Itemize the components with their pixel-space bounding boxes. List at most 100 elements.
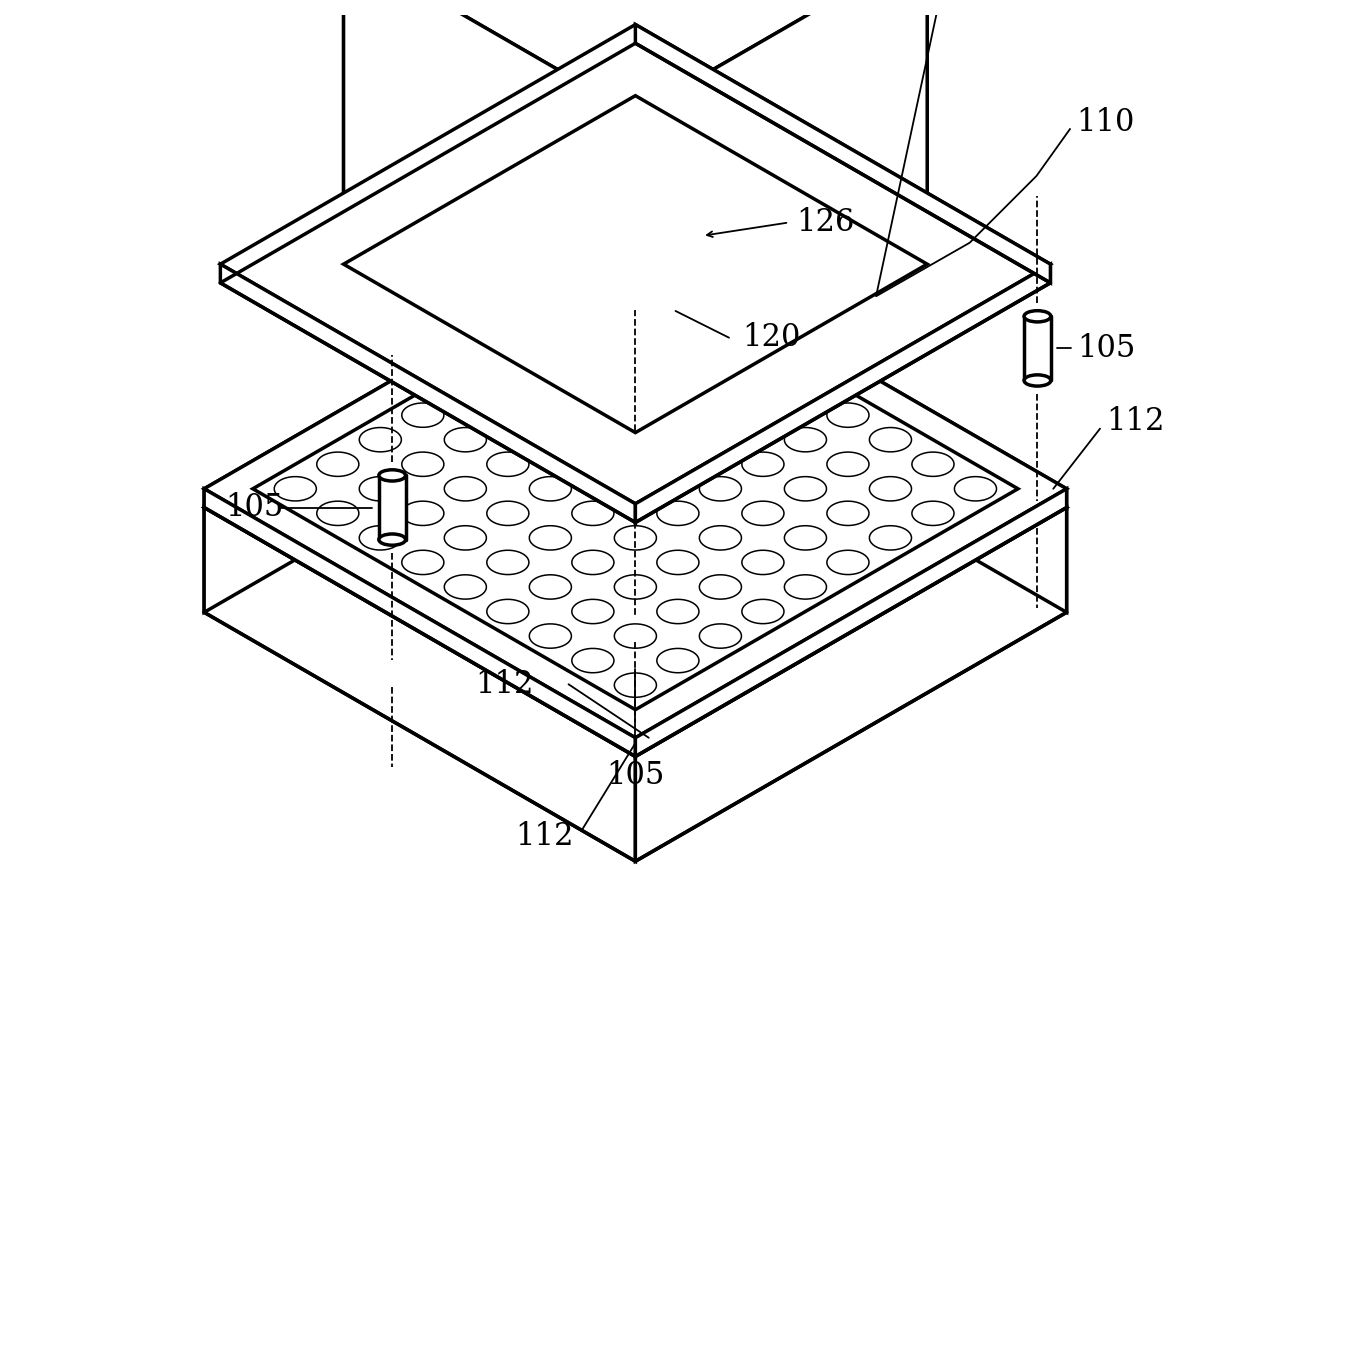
Polygon shape xyxy=(530,624,571,648)
Polygon shape xyxy=(615,624,657,648)
Polygon shape xyxy=(827,404,869,427)
Polygon shape xyxy=(343,0,635,264)
Polygon shape xyxy=(827,451,869,476)
Text: 112: 112 xyxy=(476,669,534,700)
Polygon shape xyxy=(912,501,954,525)
Polygon shape xyxy=(220,25,1051,503)
Polygon shape xyxy=(343,0,635,432)
Polygon shape xyxy=(785,575,827,599)
Text: 126: 126 xyxy=(796,207,854,238)
Polygon shape xyxy=(204,239,1067,737)
Polygon shape xyxy=(530,525,571,550)
Polygon shape xyxy=(742,404,784,427)
Polygon shape xyxy=(615,575,657,599)
Text: 105: 105 xyxy=(226,492,284,523)
Polygon shape xyxy=(444,525,486,550)
Polygon shape xyxy=(700,476,742,501)
Polygon shape xyxy=(316,451,359,476)
Polygon shape xyxy=(486,599,528,624)
Polygon shape xyxy=(444,379,486,402)
Polygon shape xyxy=(486,451,528,476)
Polygon shape xyxy=(401,501,444,525)
Text: 105: 105 xyxy=(607,761,665,791)
Polygon shape xyxy=(912,451,954,476)
Ellipse shape xyxy=(621,502,648,514)
Polygon shape xyxy=(571,404,613,427)
Polygon shape xyxy=(486,354,528,378)
Polygon shape xyxy=(657,648,698,673)
Polygon shape xyxy=(657,404,698,427)
Polygon shape xyxy=(700,379,742,402)
Polygon shape xyxy=(486,501,528,525)
Polygon shape xyxy=(571,648,613,673)
Polygon shape xyxy=(657,550,698,575)
Polygon shape xyxy=(615,379,657,402)
Polygon shape xyxy=(204,259,635,613)
Polygon shape xyxy=(615,280,657,305)
Polygon shape xyxy=(615,673,657,698)
Polygon shape xyxy=(401,451,444,476)
Polygon shape xyxy=(571,599,613,624)
Polygon shape xyxy=(571,451,613,476)
Polygon shape xyxy=(571,550,613,575)
Polygon shape xyxy=(486,550,528,575)
Polygon shape xyxy=(827,501,869,525)
Polygon shape xyxy=(635,488,1067,757)
Polygon shape xyxy=(700,330,742,354)
Polygon shape xyxy=(571,305,613,330)
Polygon shape xyxy=(1024,316,1051,380)
Polygon shape xyxy=(204,239,635,508)
Polygon shape xyxy=(621,445,648,508)
Polygon shape xyxy=(635,0,927,264)
Polygon shape xyxy=(530,476,571,501)
Polygon shape xyxy=(870,525,912,550)
Polygon shape xyxy=(444,476,486,501)
Polygon shape xyxy=(635,264,1051,523)
Polygon shape xyxy=(274,476,316,501)
Polygon shape xyxy=(220,264,635,523)
Ellipse shape xyxy=(1024,311,1051,321)
Polygon shape xyxy=(657,305,698,330)
Polygon shape xyxy=(204,508,635,862)
Polygon shape xyxy=(742,501,784,525)
Polygon shape xyxy=(657,599,698,624)
Polygon shape xyxy=(444,428,486,451)
Polygon shape xyxy=(401,404,444,427)
Text: 105: 105 xyxy=(1078,332,1136,364)
Polygon shape xyxy=(571,501,613,525)
Polygon shape xyxy=(204,488,635,757)
Polygon shape xyxy=(359,428,401,451)
Polygon shape xyxy=(530,330,571,354)
Polygon shape xyxy=(378,476,405,539)
Polygon shape xyxy=(785,525,827,550)
Ellipse shape xyxy=(378,469,405,482)
Polygon shape xyxy=(742,550,784,575)
Polygon shape xyxy=(742,354,784,378)
Polygon shape xyxy=(657,354,698,378)
Polygon shape xyxy=(742,599,784,624)
Polygon shape xyxy=(785,476,827,501)
Polygon shape xyxy=(700,624,742,648)
Polygon shape xyxy=(486,404,528,427)
Polygon shape xyxy=(657,501,698,525)
Polygon shape xyxy=(359,476,401,501)
Polygon shape xyxy=(635,25,1051,283)
Polygon shape xyxy=(401,550,444,575)
Polygon shape xyxy=(359,525,401,550)
Polygon shape xyxy=(700,575,742,599)
Polygon shape xyxy=(316,501,359,525)
Polygon shape xyxy=(444,575,486,599)
Text: 110: 110 xyxy=(1077,107,1135,138)
Ellipse shape xyxy=(621,438,648,450)
Text: 120: 120 xyxy=(742,323,801,353)
Ellipse shape xyxy=(378,534,405,546)
Polygon shape xyxy=(530,428,571,451)
Ellipse shape xyxy=(1024,375,1051,386)
Polygon shape xyxy=(343,96,927,432)
Polygon shape xyxy=(204,259,1067,757)
Polygon shape xyxy=(635,0,927,432)
Polygon shape xyxy=(700,525,742,550)
Polygon shape xyxy=(954,476,997,501)
Text: 112: 112 xyxy=(1106,406,1165,438)
Polygon shape xyxy=(700,428,742,451)
